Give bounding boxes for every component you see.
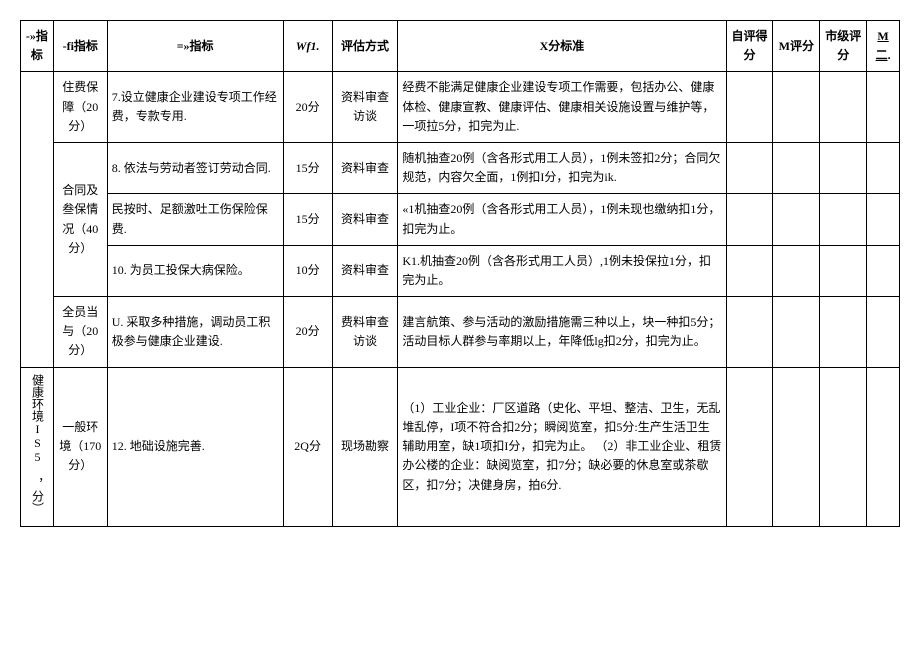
city-cell [820,72,867,143]
score-cell: 15分 [283,194,332,245]
hdr-standard: X分标准 [398,21,726,72]
hdr-m: M评分 [773,21,820,72]
item-cell: 民按时、足额激吐工伤保险保费. [107,194,283,245]
self-cell [726,194,773,245]
m-cell [773,367,820,526]
self-cell [726,367,773,526]
standard-cell: 经费不能满足健康企业建设专项工作需要，包括办公、健康体检、健康宣教、健康评估、健… [398,72,726,143]
city-cell [820,194,867,245]
m-cell [773,72,820,143]
score-cell: 15分 [283,142,332,193]
standard-cell: «1机抽查20例（含各形式用工人员），1例未现也缴纳扣1分，扣完为止。 [398,194,726,245]
hdr-ext-bot: 二 [876,48,888,62]
self-cell [726,245,773,296]
self-cell [726,72,773,143]
self-cell [726,142,773,193]
hdr-cat: -»指标 [21,21,54,72]
table-row: 住费保障（20分） 7.设立健康企业建设专项工作经费，专款专用. 20分 资料审… [21,72,900,143]
m-cell [773,194,820,245]
ext-cell [867,245,900,296]
cat-cell-empty [21,72,54,367]
ext-cell [867,194,900,245]
city-cell [820,367,867,526]
method-cell: 现场勘察 [332,367,398,526]
ext-cell [867,367,900,526]
header-row: -»指标 -fi指标 =»指标 Wf1. 评估方式 X分标准 自评得分 M评分 … [21,21,900,72]
cat-cell: 健康环境IS5 ，分） [21,367,54,526]
hdr-ext: M 二. [867,21,900,72]
score-cell: 2Q分 [283,367,332,526]
table-row: 民按时、足额激吐工伤保险保费. 15分 资料审查 «1机抽查20例（含各形式用工… [21,194,900,245]
hdr-sub: -fi指标 [53,21,107,72]
hdr-method: 评估方式 [332,21,398,72]
ext-cell [867,142,900,193]
ext-cell [867,72,900,143]
hdr-city: 市级评分 [820,21,867,72]
item-cell: 8. 依法与劳动者签订劳动合同. [107,142,283,193]
table-row: 健康环境IS5 ，分） 一般环境（170分） 12. 地础设施完善. 2Q分 现… [21,367,900,526]
sub-cell: 全员当与（20分） [53,297,107,368]
sub-cell: 合同及叁保情况（40分） [53,142,107,296]
standard-cell: K1.机抽查20例（含各形式用工人员）,1例未投保拉1分，扣完为止。 [398,245,726,296]
item-cell: U. 采取多种措施，调动员工积极参与健康企业建设. [107,297,283,368]
city-cell [820,245,867,296]
hdr-self: 自评得分 [726,21,773,72]
item-cell: 7.设立健康企业建设专项工作经费，专款专用. [107,72,283,143]
method-cell: 资料审查 [332,245,398,296]
ext-cell [867,297,900,368]
item-cell: 10. 为员工投保大病保险。 [107,245,283,296]
self-cell [726,297,773,368]
score-cell: 10分 [283,245,332,296]
hdr-item: =»指标 [107,21,283,72]
m-cell [773,297,820,368]
hdr-ext-top: M [877,29,888,43]
city-cell [820,142,867,193]
method-cell: 资料审查 [332,142,398,193]
m-cell [773,142,820,193]
table-row: 合同及叁保情况（40分） 8. 依法与劳动者签订劳动合同. 15分 资料审查 随… [21,142,900,193]
cat-text: 健康环境IS5 ，分） [27,374,46,514]
sub-cell: 住费保障（20分） [53,72,107,143]
method-cell: 资料审查访谈 [332,72,398,143]
sub-cell: 一般环境（170分） [53,367,107,526]
table-row: 10. 为员工投保大病保险。 10分 资料审查 K1.机抽查20例（含各形式用工… [21,245,900,296]
city-cell [820,297,867,368]
item-cell: 12. 地础设施完善. [107,367,283,526]
table-row: 全员当与（20分） U. 采取多种措施，调动员工积极参与健康企业建设. 20分 … [21,297,900,368]
hdr-score: Wf1. [283,21,332,72]
evaluation-table: -»指标 -fi指标 =»指标 Wf1. 评估方式 X分标准 自评得分 M评分 … [20,20,900,527]
m-cell [773,245,820,296]
standard-cell: 建言航策、参与活动的激励措施需三种以上，块一种扣5分；活动目标人群参与率期以上，… [398,297,726,368]
standard-cell: （1）工业企业：厂区道路（史化、平坦、整洁、卫生，无乱堆乱停，I项不符合扣2分；… [398,367,726,526]
standard-cell: 随机抽查20例（含各形式用工人员），1例未签扣2分；合同欠规范，内容欠全面，1例… [398,142,726,193]
score-cell: 20分 [283,297,332,368]
method-cell: 费料审查访谈 [332,297,398,368]
score-cell: 20分 [283,72,332,143]
method-cell: 资料审查 [332,194,398,245]
